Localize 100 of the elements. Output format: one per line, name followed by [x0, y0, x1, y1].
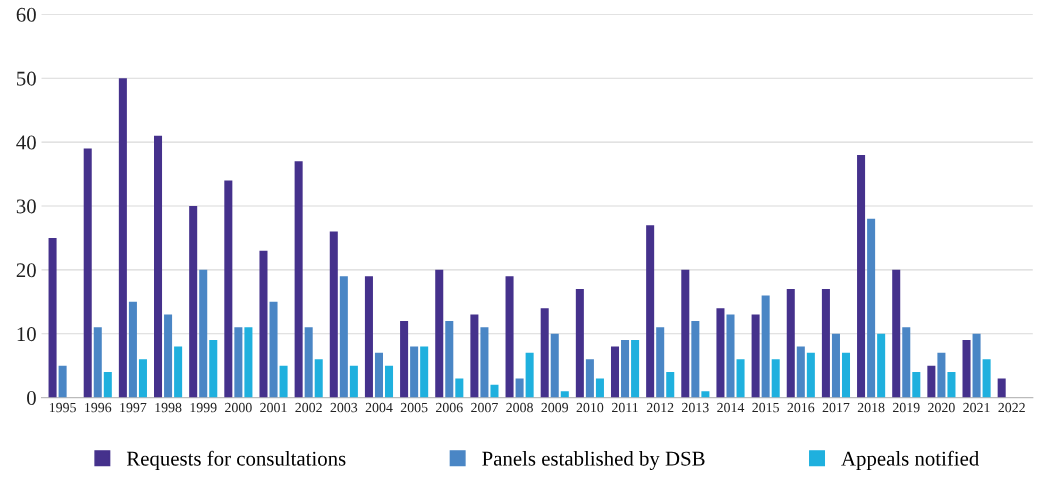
bar	[982, 359, 991, 398]
bar	[349, 365, 358, 398]
bar	[736, 359, 745, 398]
x-tick-label: 1996	[85, 402, 112, 413]
bar	[550, 333, 559, 398]
legend-label: Panels established by DSB	[482, 451, 705, 470]
x-tick-label: 2000	[225, 402, 252, 413]
bar	[646, 225, 655, 398]
x-tick-label: 2020	[928, 402, 955, 413]
bar	[164, 314, 173, 398]
bar	[470, 314, 479, 398]
bar	[83, 148, 92, 398]
bar	[771, 359, 780, 398]
bar	[279, 365, 288, 398]
bar	[751, 314, 760, 398]
bar	[540, 308, 549, 398]
bar	[199, 269, 208, 398]
bar	[400, 320, 409, 398]
x-tick-label: 2022	[998, 402, 1025, 413]
x-tick-label: 2018	[857, 402, 885, 413]
bar	[560, 391, 569, 398]
bar	[314, 359, 323, 398]
bar	[681, 269, 690, 398]
bar	[259, 250, 268, 398]
bar	[174, 346, 183, 398]
bar	[585, 359, 594, 398]
bar	[209, 340, 218, 398]
bar	[385, 365, 394, 398]
bar	[154, 135, 163, 398]
x-tick-label: 1997	[120, 402, 147, 413]
bar	[857, 154, 866, 398]
x-tick-label: 2003	[330, 402, 358, 413]
bar	[329, 231, 338, 398]
bar	[656, 327, 665, 398]
bar	[58, 365, 67, 398]
x-tick-label: 1995	[49, 402, 76, 413]
x-tick-label: 2014	[717, 402, 745, 413]
x-tick-label: 2008	[506, 402, 533, 413]
bar	[841, 352, 851, 398]
x-tick-label: 2004	[365, 402, 393, 413]
bar	[892, 269, 901, 398]
bar	[761, 295, 770, 398]
x-tick-label: 1999	[190, 402, 217, 413]
bar	[867, 218, 876, 398]
x-tick-label: 2015	[752, 402, 779, 413]
bar	[445, 320, 454, 398]
bar	[691, 320, 700, 398]
x-tick-label: 2011	[612, 402, 638, 413]
x-tick-label: 2005	[400, 402, 428, 413]
bar	[610, 346, 620, 398]
y-tick-label: 20	[16, 263, 36, 278]
bar	[877, 333, 886, 398]
bar	[224, 180, 233, 398]
bar	[666, 372, 675, 398]
bar	[575, 289, 584, 398]
bar	[269, 301, 278, 398]
bar	[244, 327, 253, 398]
x-tick-label: 2002	[295, 402, 322, 413]
bar	[490, 384, 499, 398]
x-tick-label: 2010	[576, 402, 604, 413]
x-tick-label: 2001	[260, 402, 287, 413]
bar	[103, 372, 112, 398]
legend-label: Appeals notified	[841, 450, 980, 470]
bar	[595, 378, 604, 398]
bar	[480, 327, 489, 398]
bar	[364, 276, 373, 398]
bar	[997, 378, 1006, 398]
bar	[118, 78, 127, 398]
x-tick-label: 2012	[646, 402, 674, 413]
bar	[48, 237, 57, 398]
bar	[294, 161, 303, 398]
bar	[937, 352, 946, 398]
bar	[912, 372, 921, 398]
bar	[93, 327, 102, 398]
bar	[716, 308, 725, 398]
legend-label: Requests for consultations	[126, 450, 346, 470]
x-tick-label: 2013	[682, 402, 709, 413]
bar	[435, 269, 444, 398]
bar	[806, 352, 815, 398]
x-tick-label: 2019	[892, 402, 920, 413]
y-tick-label: 10	[17, 327, 36, 342]
bar	[621, 340, 630, 398]
y-tick-label: 30	[16, 199, 36, 214]
bar	[304, 327, 313, 398]
y-tick-label: 60	[16, 7, 36, 22]
bar	[234, 327, 243, 398]
bar	[947, 372, 956, 398]
y-tick-label: 0	[27, 390, 36, 405]
bar	[420, 346, 429, 398]
bar	[962, 340, 971, 398]
bar	[374, 352, 383, 398]
y-tick-label: 50	[17, 71, 36, 86]
bar	[902, 327, 911, 398]
bar	[189, 205, 198, 398]
bar	[927, 365, 936, 398]
bar	[455, 378, 464, 398]
y-tick-label: 40	[16, 135, 36, 150]
bar	[726, 314, 735, 398]
bar	[128, 301, 137, 398]
x-tick-label: 1998	[155, 402, 182, 413]
